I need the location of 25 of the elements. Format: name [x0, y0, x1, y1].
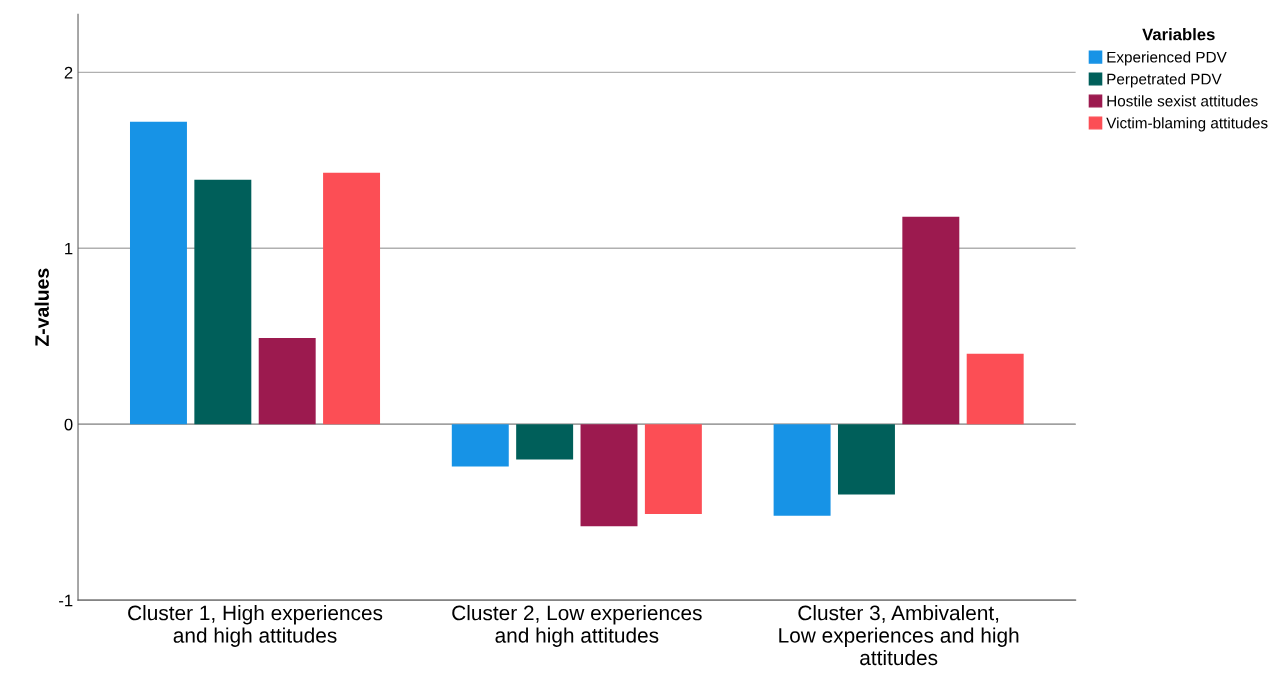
legend-label: Perpetrated PDV	[1107, 73, 1222, 88]
bar	[773, 424, 831, 516]
bar	[129, 121, 187, 425]
y-tick-label: -1	[59, 594, 73, 607]
bar	[194, 179, 252, 425]
legend-label: Hostile sexist attitudes	[1107, 95, 1258, 107]
bar	[966, 353, 1024, 425]
y-tick-label: 0	[64, 418, 73, 431]
bar	[516, 424, 574, 460]
x-tick-label: Cluster 1, High experiences and high attitudes	[128, 605, 383, 647]
bar	[258, 338, 316, 425]
bar	[323, 172, 381, 425]
bar	[837, 424, 895, 495]
y-axis-title: Z-values	[34, 268, 49, 347]
y-tick-label: 2	[64, 66, 73, 79]
y-tick-label: 1	[65, 242, 73, 255]
legend-label: Experienced PDV	[1107, 51, 1227, 66]
bar	[580, 424, 638, 527]
bar	[644, 424, 702, 514]
bar	[902, 216, 960, 425]
legend-title: Variables	[1142, 28, 1215, 41]
x-tick-label: Cluster 3, Ambivalent, Low experiences and high attitudes	[779, 605, 1019, 666]
legend-label: Victim-blaming attitudes	[1106, 117, 1268, 132]
x-tick-label: Cluster 2, Low experiences and high attitudes	[452, 605, 702, 647]
bar	[451, 424, 509, 467]
